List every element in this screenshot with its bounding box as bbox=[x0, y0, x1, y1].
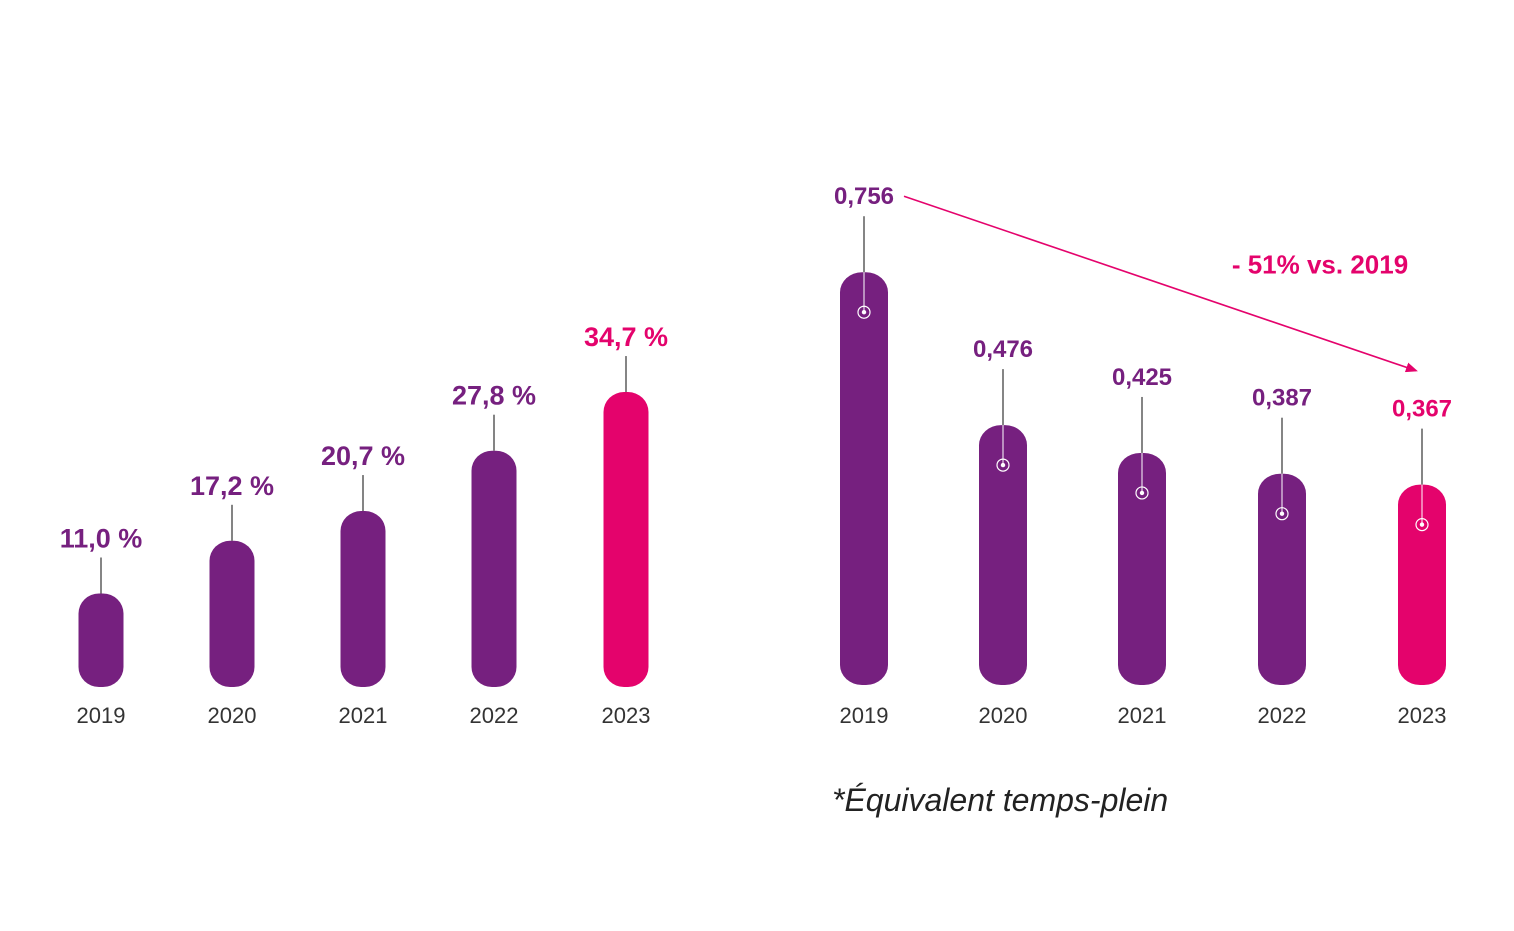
fte-bar-2022 bbox=[1258, 473, 1306, 685]
pct-bar-2023 bbox=[603, 392, 649, 687]
fte-bar-chart: 0,756 2019 0,476 2020 0,425 2021 0,387 2022 0,36… bbox=[834, 183, 1452, 728]
fte-marker-ring-2022 bbox=[1275, 507, 1289, 521]
fte-data-label-2023: 0,367 bbox=[1392, 396, 1452, 423]
fte-marker-dot-2019 bbox=[861, 310, 867, 315]
fte-data-label-2019: 0,756 bbox=[834, 183, 894, 210]
pct-bar-2019 bbox=[78, 593, 124, 687]
fte-marker-dot-2020 bbox=[1000, 462, 1006, 468]
pct-data-label-2021: 20,7 % bbox=[321, 441, 405, 471]
pct-tick-label-2019: 2019 bbox=[77, 703, 126, 728]
fte-marker-ring-2021 bbox=[1135, 486, 1149, 500]
fte-trend-annotation: - 51% vs. 2019 bbox=[1232, 249, 1408, 279]
fte-marker-ring-2023 bbox=[1415, 518, 1429, 532]
pct-bar-2022 bbox=[471, 450, 517, 687]
fte-bar-2020 bbox=[979, 425, 1027, 685]
fte-marker-dot-2022 bbox=[1279, 511, 1285, 516]
pct-data-label-2020: 17,2 % bbox=[190, 471, 274, 501]
fte-bar-2019 bbox=[840, 272, 888, 685]
fte-marker-ring-2019 bbox=[857, 305, 871, 319]
pct-bar-2020 bbox=[209, 540, 255, 687]
fte-tick-label-2023: 2023 bbox=[1398, 703, 1447, 728]
fte-marker-ring-2020 bbox=[996, 458, 1010, 472]
fte-tick-label-2021: 2021 bbox=[1118, 703, 1167, 728]
fte-data-label-2021: 0,425 bbox=[1112, 364, 1172, 391]
pct-data-label-2019: 11,0 % bbox=[60, 524, 143, 554]
pct-tick-label-2021: 2021 bbox=[339, 703, 388, 728]
pct-bar-2021 bbox=[340, 511, 386, 687]
fte-tick-label-2020: 2020 bbox=[979, 703, 1028, 728]
fte-tick-label-2019: 2019 bbox=[840, 703, 889, 728]
pct-data-label-2023: 34,7 % bbox=[584, 322, 668, 352]
fte-data-label-2022: 0,387 bbox=[1252, 385, 1312, 412]
fte-bar-2021 bbox=[1118, 452, 1166, 685]
pct-tick-label-2023: 2023 bbox=[602, 703, 651, 728]
pct-tick-label-2020: 2020 bbox=[208, 703, 257, 728]
pct-tick-label-2022: 2022 bbox=[470, 703, 519, 728]
fte-bar-2023 bbox=[1398, 484, 1446, 685]
pct-data-label-2022: 27,8 % bbox=[452, 381, 536, 411]
fte-marker-dot-2023 bbox=[1419, 522, 1425, 527]
percentage-bar-chart: 11,0 % 2019 17,2 % 2020 20,7 % 2021 27,8 % 2022… bbox=[60, 322, 668, 728]
fte-marker-dot-2021 bbox=[1139, 490, 1145, 496]
fte-data-label-2020: 0,476 bbox=[973, 336, 1033, 363]
footnote: *Équivalent temps-plein bbox=[832, 782, 1169, 818]
fte-trend-arrow bbox=[903, 195, 1418, 373]
fte-tick-label-2022: 2022 bbox=[1258, 703, 1307, 728]
